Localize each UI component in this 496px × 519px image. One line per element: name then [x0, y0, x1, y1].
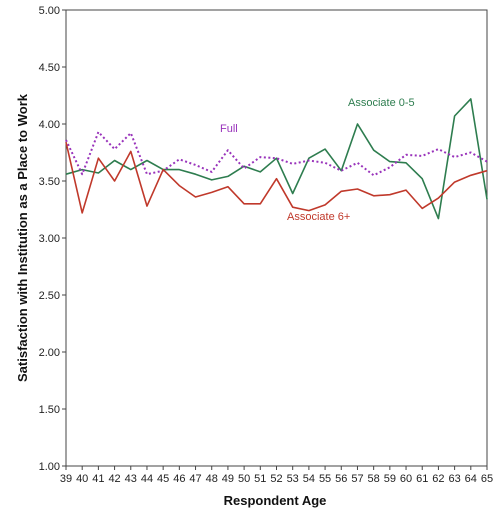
x-tick-label: 43 [125, 473, 137, 485]
x-axis-title: Respondent Age [224, 493, 327, 508]
x-tick-label: 59 [384, 473, 396, 485]
plot-frame-group [65, 9, 488, 467]
series-line-associate-6 [65, 142, 488, 214]
y-tick-label: 3.50 [39, 176, 60, 188]
x-tick-label: 51 [254, 473, 266, 485]
x-tick-label: 48 [206, 473, 218, 485]
x-tick-label: 57 [351, 473, 363, 485]
y-tick-label: 2.50 [39, 290, 60, 302]
series-label: Associate 6+ [287, 211, 350, 223]
y-tick-label: 1.50 [39, 404, 60, 416]
y-axis-title: Satisfaction with Institution as a Place… [15, 93, 30, 382]
y-tick-label: 5.00 [39, 5, 60, 17]
y-tick-label: 3.00 [39, 233, 60, 245]
series-label: Full [220, 123, 238, 135]
y-tick-label: 4.00 [39, 119, 60, 131]
x-tick-label: 44 [141, 473, 153, 485]
series-label: Associate 0-5 [348, 97, 415, 109]
x-tick-label: 58 [368, 473, 380, 485]
x-tick-label: 56 [335, 473, 347, 485]
x-tick-label: 39 [60, 473, 72, 485]
x-tick-label: 46 [173, 473, 185, 485]
x-tick-label: 55 [319, 473, 331, 485]
y-tick-label: 4.50 [39, 62, 60, 74]
x-tick-label: 49 [222, 473, 234, 485]
x-tick-label: 60 [400, 473, 412, 485]
x-tick-label: 40 [76, 473, 88, 485]
series-line-associate-0-5 [65, 98, 488, 220]
series-labels: Associate 0-5 Full Associate 6+ [220, 97, 415, 223]
series-lines [65, 98, 488, 220]
x-tick-label: 65 [481, 473, 493, 485]
y-axis-ticks: 1.00 1.50 2.00 2.50 3.00 3.50 4.00 4.50 5.00 [39, 5, 66, 473]
x-tick-label: 42 [108, 473, 120, 485]
series-line-full [65, 131, 488, 177]
x-tick-label: 62 [432, 473, 444, 485]
x-tick-label: 64 [465, 473, 477, 485]
x-tick-label: 50 [238, 473, 250, 485]
x-tick-label: 61 [416, 473, 428, 485]
x-tick-label: 53 [287, 473, 299, 485]
x-tick-label: 54 [303, 473, 315, 485]
x-axis-ticks: 39 40 41 42 43 44 45 46 47 48 49 50 51 52 53 54 55 56 57 58… [60, 466, 493, 485]
plot-area-frame [65, 9, 488, 467]
y-tick-label: 2.00 [39, 347, 60, 359]
x-tick-label: 41 [92, 473, 104, 485]
x-tick-label: 47 [189, 473, 201, 485]
x-tick-label: 45 [157, 473, 169, 485]
x-tick-label: 52 [270, 473, 282, 485]
x-tick-label: 63 [448, 473, 460, 485]
y-tick-label: 1.00 [39, 461, 60, 473]
